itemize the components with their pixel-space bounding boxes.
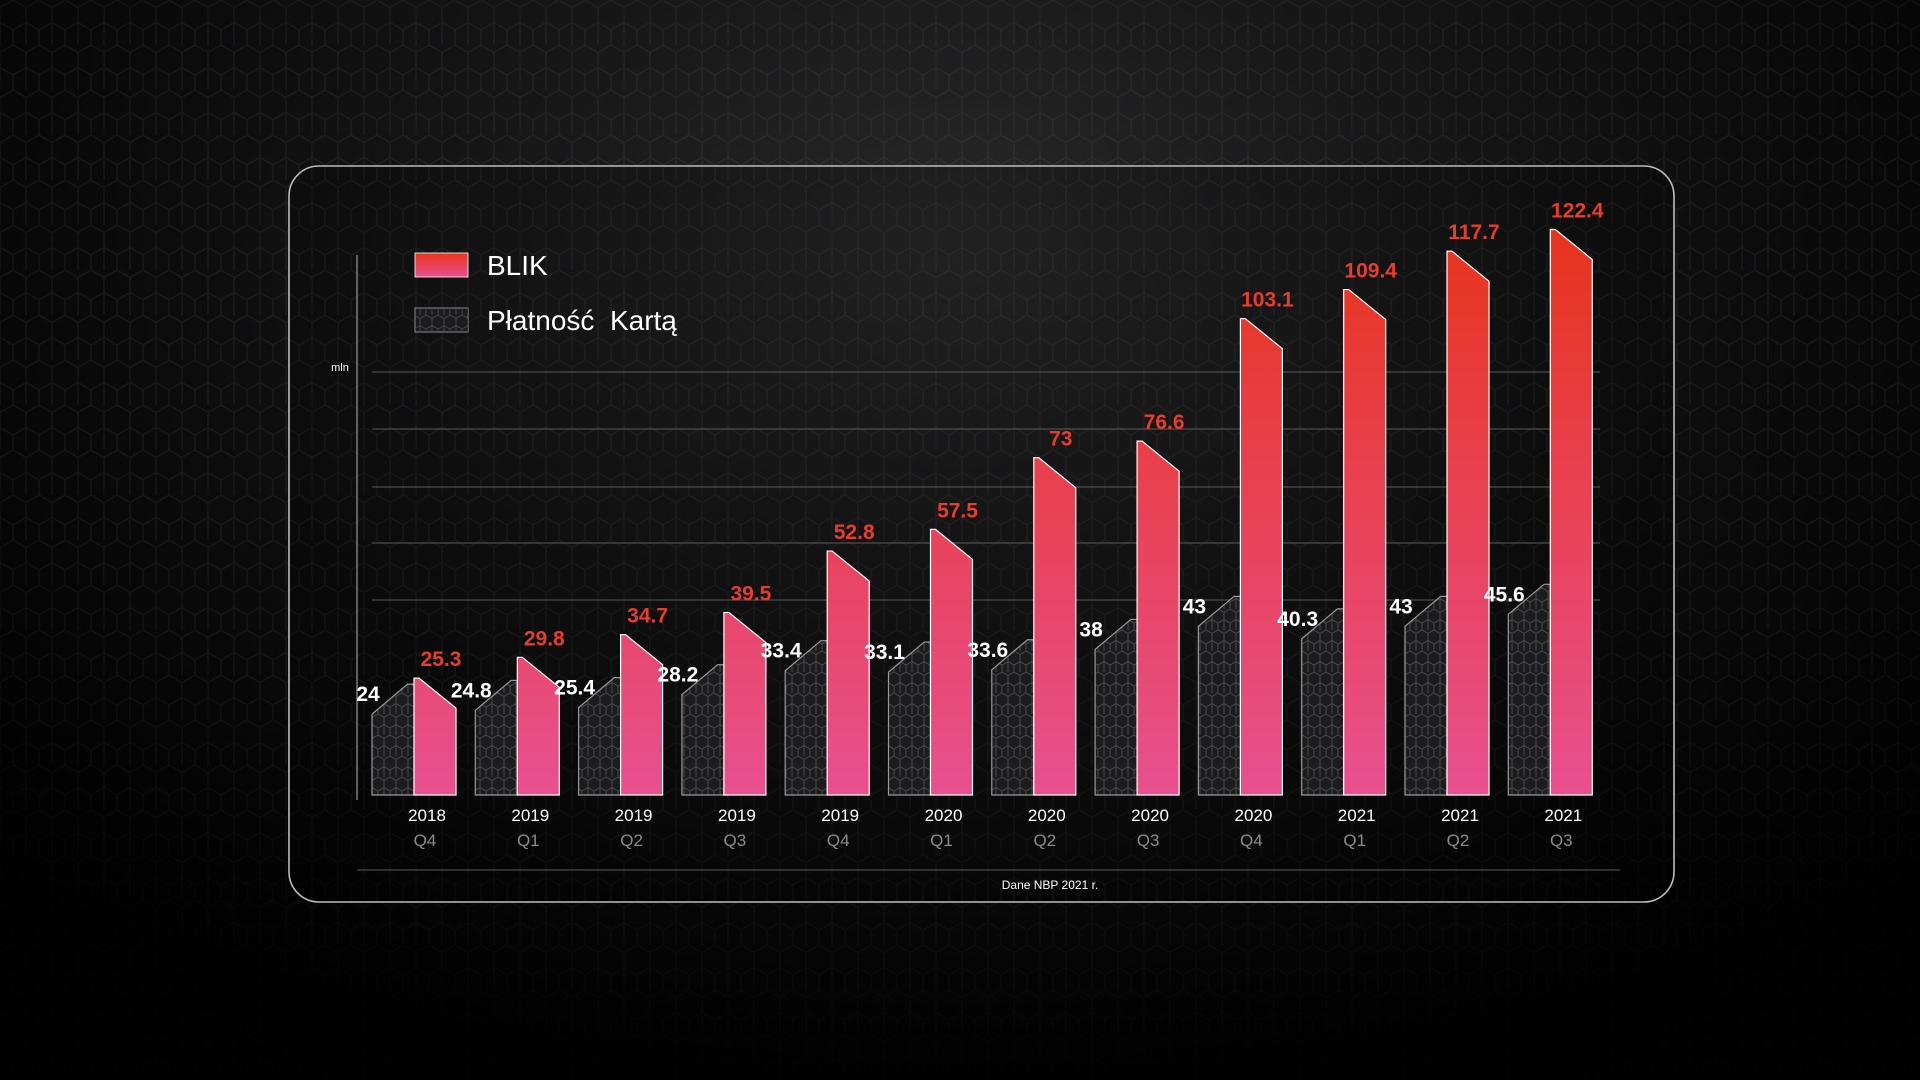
blik-bar	[929, 528, 974, 796]
card-value-label: 33.6	[967, 639, 1008, 662]
blik-value-label: 109.4	[1344, 260, 1397, 283]
blik-bar	[826, 550, 870, 796]
legend-label-blik: BLIK	[487, 250, 548, 281]
blik-value-label: 39.5	[730, 583, 771, 606]
blik-bar	[413, 677, 457, 796]
card-value-label: 43	[1183, 595, 1206, 618]
x-tick-year: 2021	[1338, 806, 1376, 825]
x-tick-year: 2018	[408, 806, 446, 825]
grid-lines	[372, 371, 1600, 601]
x-tick-year: 2019	[821, 806, 859, 825]
blik-value-label: 25.3	[421, 648, 462, 671]
card-value-label: 33.4	[761, 640, 802, 663]
card-bar-outline	[371, 683, 415, 796]
x-tick-year: 2019	[718, 806, 756, 825]
x-tick-quarter: Q4	[827, 831, 850, 850]
x-tick-quarter: Q3	[1137, 831, 1160, 850]
x-tick-year: 2019	[615, 806, 653, 825]
blik-series-bars	[413, 228, 1593, 796]
x-tick-year: 2021	[1441, 806, 1479, 825]
blik-bar	[516, 656, 560, 796]
card-series-bars	[371, 583, 1551, 796]
card-bar-outline	[1507, 583, 1551, 796]
source-note: Dane NBP 2021 r.	[1002, 878, 1099, 892]
card-bar-outline	[1197, 595, 1241, 796]
x-tick-year: 2021	[1544, 806, 1582, 825]
value-labels: 25.3 24 29.8 24.8 34.7 25.4 39.5 28.2 52.8 33.4 57…	[356, 200, 1604, 707]
blik-value-label: 117.7	[1448, 221, 1499, 244]
card-value-label: 28.2	[657, 664, 698, 687]
x-axis-labels: 2018 Q4 2019 Q1 2019 Q2 2019 Q3 2019 Q4 2020 Q1 2020…	[408, 806, 1582, 850]
x-tick-quarter: Q2	[1447, 831, 1470, 850]
legend-label-card: Płatność Kartą	[487, 305, 677, 336]
card-value-label: 24.8	[451, 679, 492, 702]
blik-bar	[1136, 440, 1180, 796]
x-tick-quarter: Q4	[1240, 831, 1263, 850]
blik-bar	[723, 611, 767, 796]
blik-value-label: 57.5	[937, 499, 978, 522]
x-tick-quarter: Q2	[620, 831, 643, 850]
blik-bar	[1239, 318, 1283, 796]
card-bar-outline	[681, 664, 725, 796]
x-tick-quarter: Q3	[724, 831, 747, 850]
blik-value-label: 122.4	[1551, 200, 1604, 223]
x-tick-quarter: Q1	[517, 831, 540, 850]
x-tick-year: 2020	[1234, 806, 1272, 825]
blik-value-label: 34.7	[627, 605, 668, 628]
card-bar-outline	[1094, 618, 1138, 796]
blik-bar	[1549, 228, 1593, 796]
legend-swatch-card-pattern	[415, 308, 468, 332]
x-tick-quarter: Q1	[1343, 831, 1366, 850]
blik-bar	[1033, 457, 1077, 796]
blik-value-label: 52.8	[834, 521, 875, 544]
card-bar-outline	[578, 677, 622, 796]
card-value-label: 33.1	[864, 641, 905, 664]
card-bar-outline	[1301, 608, 1345, 796]
card-bar-outline	[784, 640, 828, 796]
x-tick-quarter: Q2	[1033, 831, 1056, 850]
card-value-label: 43	[1389, 595, 1412, 618]
blik-value-label: 73	[1049, 428, 1072, 451]
x-tick-year: 2020	[1028, 806, 1066, 825]
y-axis-unit-label: mln	[331, 362, 349, 374]
x-tick-quarter: Q3	[1550, 831, 1573, 850]
card-bar-outline	[887, 641, 932, 796]
x-tick-year: 2020	[1131, 806, 1169, 825]
x-tick-year: 2019	[511, 806, 549, 825]
card-value-label: 38	[1079, 618, 1103, 641]
legend: BLIK Płatność Kartą	[414, 250, 677, 336]
card-value-label: 25.4	[554, 677, 595, 700]
x-tick-year: 2020	[925, 806, 963, 825]
blik-value-label: 29.8	[524, 627, 565, 650]
legend-swatch-blik	[414, 252, 469, 278]
x-tick-quarter: Q4	[414, 831, 437, 850]
blik-value-label: 103.1	[1241, 289, 1294, 312]
card-value-label: 40.3	[1277, 608, 1318, 631]
blik-bar	[1446, 250, 1490, 796]
card-bar-outline	[991, 639, 1035, 796]
blik-bar	[620, 634, 664, 796]
blik-value-label: 76.6	[1144, 411, 1185, 434]
x-tick-quarter: Q1	[930, 831, 953, 850]
card-bar-outline	[1404, 595, 1448, 796]
card-bar-outline	[474, 679, 518, 796]
blik-bar	[1343, 288, 1387, 796]
card-value-label: 45.6	[1484, 583, 1525, 606]
card-value-label: 24	[356, 683, 380, 706]
